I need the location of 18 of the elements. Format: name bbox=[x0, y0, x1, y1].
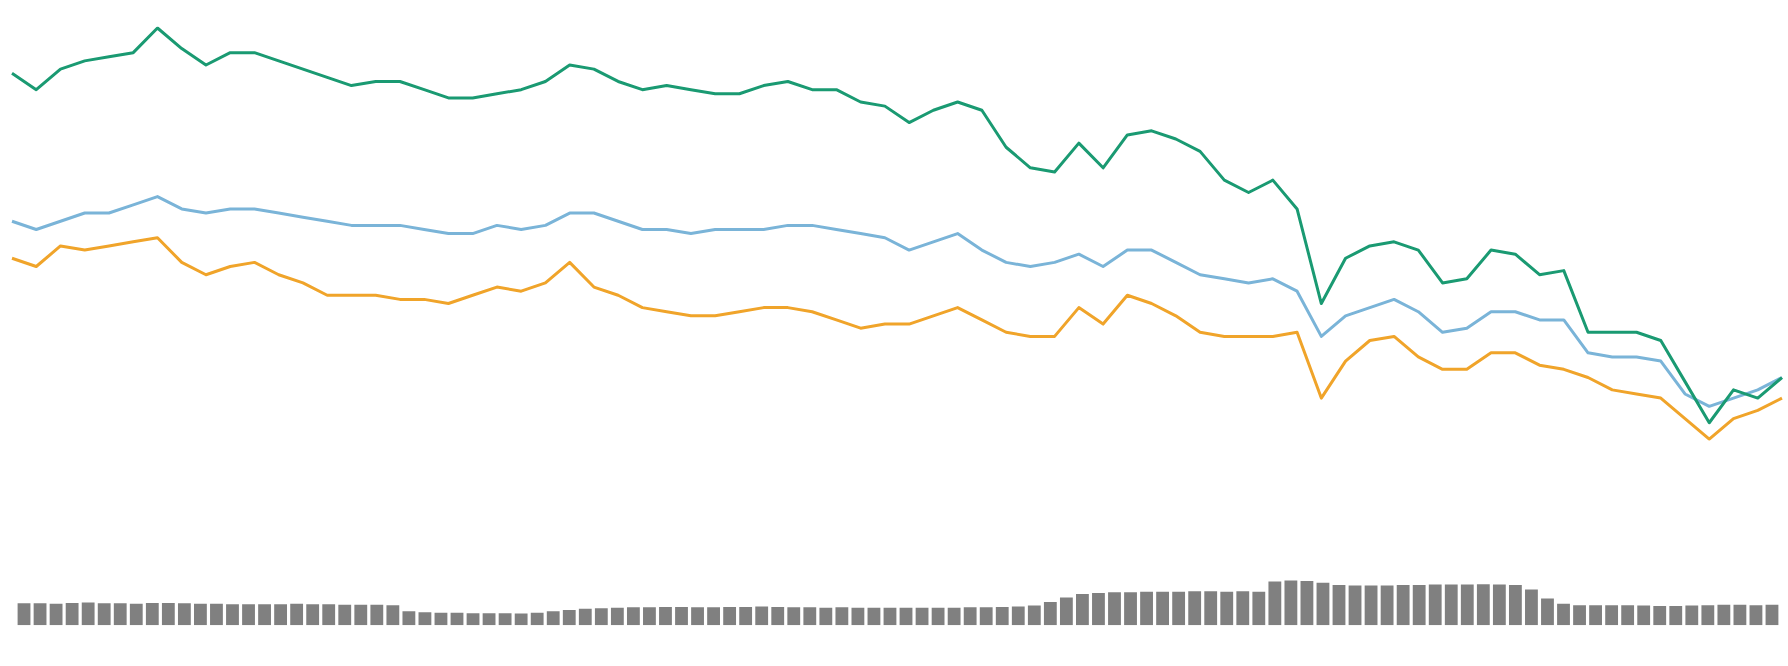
bar bbox=[17, 603, 31, 626]
bar bbox=[1364, 585, 1378, 626]
bar bbox=[33, 603, 47, 626]
bar bbox=[1300, 581, 1314, 626]
bar bbox=[1348, 585, 1362, 626]
bar bbox=[899, 607, 913, 626]
bar bbox=[434, 612, 448, 626]
bar bbox=[1749, 605, 1763, 626]
bar bbox=[450, 612, 464, 626]
bar bbox=[867, 607, 881, 626]
bar bbox=[1332, 585, 1346, 626]
bar bbox=[482, 613, 496, 626]
bar bbox=[915, 607, 929, 626]
bar bbox=[1765, 604, 1779, 626]
bar bbox=[418, 612, 432, 626]
bar bbox=[883, 607, 897, 626]
bar bbox=[466, 613, 480, 626]
bar bbox=[1316, 582, 1330, 626]
